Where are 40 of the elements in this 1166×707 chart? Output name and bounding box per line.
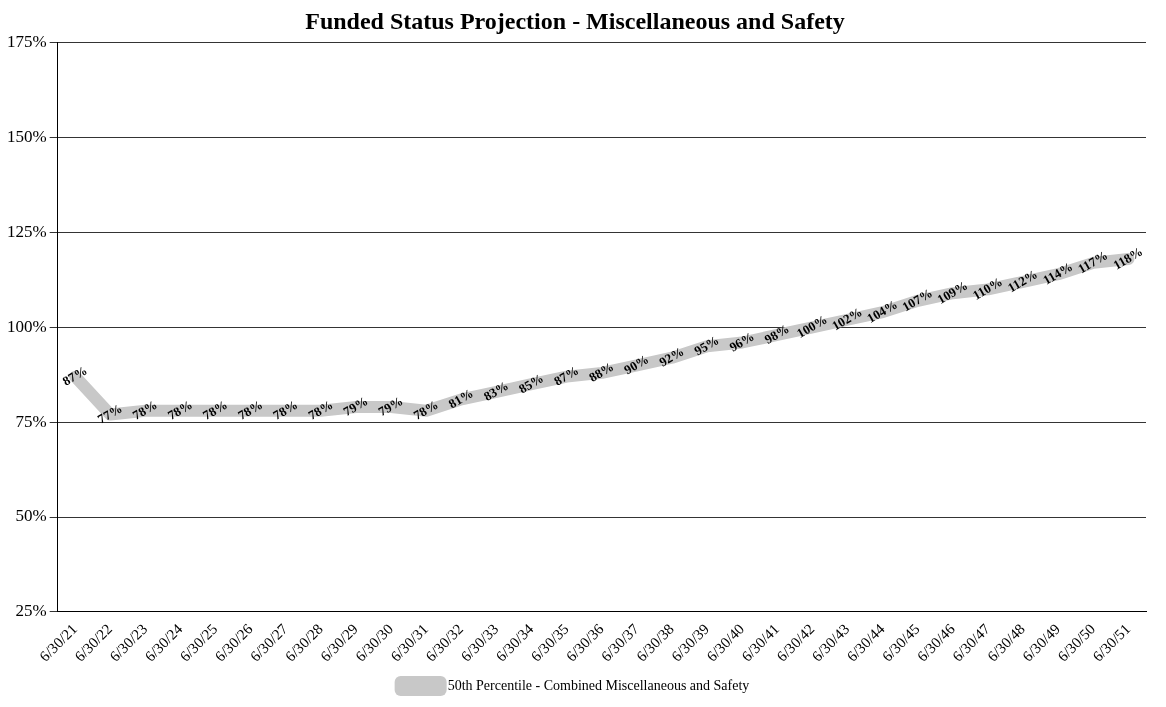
- y-tick-label: 25%: [15, 601, 47, 621]
- data-label: 107%: [899, 285, 936, 315]
- data-label: 118%: [1110, 243, 1146, 273]
- data-label: 114%: [1040, 258, 1076, 288]
- data-label: 78%: [235, 396, 266, 423]
- data-label: 102%: [829, 304, 865, 334]
- y-tick-label: 175%: [6, 32, 47, 52]
- data-label: 78%: [164, 396, 195, 423]
- data-label: 79%: [375, 393, 406, 419]
- data-label: 88%: [586, 358, 617, 385]
- data-label: 110%: [969, 273, 1005, 303]
- data-label: 98%: [761, 320, 792, 347]
- data-label: 78%: [270, 396, 301, 423]
- data-label: 79%: [340, 393, 371, 419]
- data-label: 117%: [1075, 247, 1111, 277]
- data-label: 81%: [445, 385, 476, 412]
- data-label: 85%: [516, 370, 547, 397]
- y-tick-label: 50%: [15, 506, 47, 526]
- data-label: 78%: [305, 396, 336, 423]
- data-label: 83%: [480, 377, 511, 404]
- data-label: 78%: [200, 396, 231, 423]
- y-tick-label: 125%: [6, 221, 47, 241]
- data-label: 78%: [410, 396, 441, 423]
- y-tick-label: 75%: [15, 411, 47, 431]
- y-tick-label: 150%: [6, 127, 47, 147]
- data-label: 109%: [934, 277, 971, 307]
- data-label: 96%: [726, 328, 757, 355]
- legend-label: 50th Percentile - Combined Miscellaneous and Safety: [447, 677, 750, 693]
- chart-title: Funded Status Projection - Miscellaneous and Safety: [305, 7, 845, 34]
- data-label: 87%: [59, 362, 90, 389]
- data-label: 77%: [94, 400, 125, 427]
- y-tick-label: 100%: [6, 316, 47, 336]
- data-label: 100%: [794, 311, 830, 341]
- data-label: 78%: [129, 396, 160, 423]
- data-label: 87%: [551, 362, 582, 389]
- data-label: 104%: [864, 296, 900, 326]
- data-label: 95%: [691, 332, 722, 359]
- data-label: 112%: [1005, 266, 1041, 296]
- data-label: 90%: [621, 351, 652, 378]
- data-label: 92%: [656, 343, 687, 370]
